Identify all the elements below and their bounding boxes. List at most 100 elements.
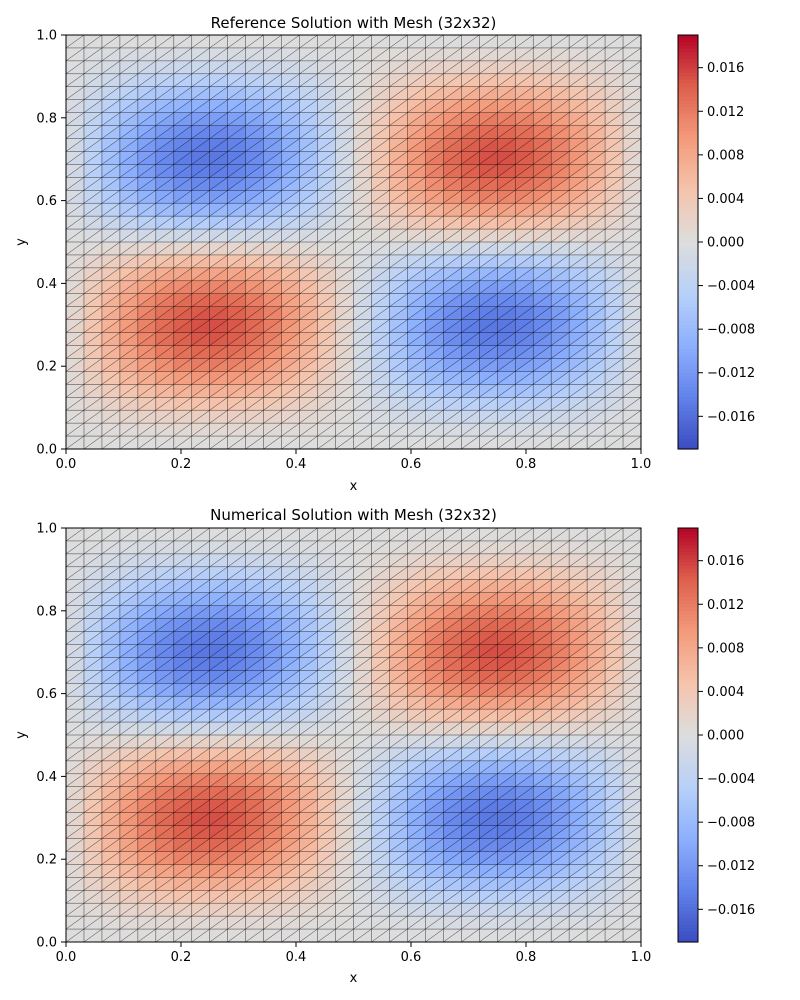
colorbar-segment xyxy=(678,255,698,260)
colorbar-segment xyxy=(678,276,698,281)
colorbar-tick-label: −0.016 xyxy=(707,410,755,425)
colorbar-tick-label: 0.012 xyxy=(707,105,744,120)
colorbar-segment xyxy=(678,235,698,240)
colorbar-segment xyxy=(678,45,698,50)
colorbar-segment xyxy=(678,224,698,229)
colorbar-segment xyxy=(678,435,698,440)
colorbar-segment xyxy=(678,297,698,302)
panel-numerical: Numerical Solution with Mesh (32x32) 0.0… xyxy=(14,506,755,986)
colorbar-segment xyxy=(678,311,698,316)
colorbar-segment xyxy=(678,431,698,436)
colorbar-segment xyxy=(678,248,698,253)
colorbar-segment xyxy=(678,169,698,174)
colorbar-segment xyxy=(678,414,698,419)
colorbar-segment xyxy=(678,424,698,429)
colorbar-segment xyxy=(678,348,698,353)
colorbar-segment xyxy=(678,131,698,136)
y-tick-label: 0.6 xyxy=(36,194,57,209)
colorbar-segment xyxy=(678,293,698,298)
y-tick-label: 0.0 xyxy=(36,443,57,458)
colorbar-segment xyxy=(678,217,698,222)
colorbar-segment xyxy=(678,66,698,71)
colorbar-segment xyxy=(678,421,698,426)
colorbar-segment xyxy=(678,207,698,212)
colorbar-tick-label: −0.012 xyxy=(707,366,755,381)
colorbar-segment xyxy=(678,290,698,295)
colorbar-segment xyxy=(678,100,698,105)
x-tick-label: 0.8 xyxy=(516,457,537,472)
colorbar-segment xyxy=(678,286,698,291)
colorbar-segment xyxy=(678,110,698,115)
y-tick-label: 0.4 xyxy=(36,277,57,292)
colorbar-segment xyxy=(678,359,698,364)
x-axis-label: x xyxy=(350,479,358,494)
colorbar-segment xyxy=(678,338,698,343)
colorbar-segment xyxy=(678,259,698,264)
colorbar-segment xyxy=(678,252,698,257)
colorbar-segment xyxy=(678,221,698,226)
colorbar-segment xyxy=(678,228,698,233)
x-axis: 0.0 0.2 0.4 0.6 0.8 1.0 xyxy=(56,449,652,472)
colorbar-segment xyxy=(678,86,698,91)
colorbar-segment xyxy=(678,155,698,160)
colorbar-segment xyxy=(678,159,698,164)
colorbar-segment xyxy=(678,204,698,209)
colorbar-segment xyxy=(678,190,698,195)
colorbar-segment xyxy=(678,79,698,84)
colorbar-segment xyxy=(678,210,698,215)
x-tick-label: 0.6 xyxy=(401,457,422,472)
colorbar-segment xyxy=(678,355,698,360)
colorbar-segment xyxy=(678,397,698,402)
colorbar-segment xyxy=(678,376,698,381)
colorbar-segment xyxy=(678,266,698,271)
colorbar-segment xyxy=(678,400,698,405)
y-axis-label: y xyxy=(14,238,29,246)
colorbar-segment xyxy=(678,179,698,184)
colorbar-segment xyxy=(678,335,698,340)
x-tick-label: 1.0 xyxy=(631,457,652,472)
colorbar-segment xyxy=(678,55,698,60)
colorbar-segment xyxy=(678,442,698,447)
colorbar-segment xyxy=(678,238,698,243)
colorbar-segment xyxy=(678,183,698,188)
colorbar-segment xyxy=(678,166,698,171)
colorbar-segment xyxy=(678,117,698,122)
colorbar-segment xyxy=(678,438,698,443)
colorbar-segment xyxy=(678,41,698,46)
colorbar-segment xyxy=(678,197,698,202)
colorbar-segment xyxy=(678,324,698,329)
colorbar-segment xyxy=(678,107,698,112)
colorbar-segment xyxy=(678,404,698,409)
colorbar-segment xyxy=(678,52,698,57)
colorbar-segment xyxy=(678,245,698,250)
colorbar-tick-label: −0.004 xyxy=(707,279,755,294)
colorbar-segment xyxy=(678,193,698,198)
x-tick-label: 0.4 xyxy=(286,457,307,472)
colorbar-segment xyxy=(678,304,698,309)
y-tick-label: 0.8 xyxy=(36,111,57,126)
colorbar-segment xyxy=(678,383,698,388)
colorbar-segment xyxy=(678,83,698,88)
colorbar-segment xyxy=(678,342,698,347)
colorbar-segment xyxy=(678,231,698,236)
y-axis: 0.00.20.40.60.81.0 xyxy=(36,29,66,458)
colorbar-segment xyxy=(678,76,698,81)
colorbar-segment xyxy=(678,380,698,385)
colorbar-segment xyxy=(678,128,698,133)
plot-title: Numerical Solution with Mesh (32x32) xyxy=(210,506,497,524)
colorbar-tick-label: −0.008 xyxy=(707,323,755,338)
colorbar-segment xyxy=(678,417,698,422)
colorbar-segment xyxy=(678,59,698,64)
colorbar-segment xyxy=(678,69,698,74)
y-tick-label: 0.2 xyxy=(36,360,57,375)
colorbar-segment xyxy=(678,345,698,350)
colorbar-segment xyxy=(678,135,698,140)
colorbar-tick-label: 0.000 xyxy=(707,236,744,251)
colorbar: −0.016−0.012−0.008−0.0040.0000.0040.0080… xyxy=(677,34,755,450)
panel-reference: Reference Solution with Mesh (32x32) 0.0… xyxy=(14,14,755,494)
colorbar-segment xyxy=(678,411,698,416)
colorbar-segment xyxy=(678,152,698,157)
colorbar-segment xyxy=(678,269,698,274)
colorbar-segment xyxy=(678,273,698,278)
colorbar-segment xyxy=(678,279,698,284)
